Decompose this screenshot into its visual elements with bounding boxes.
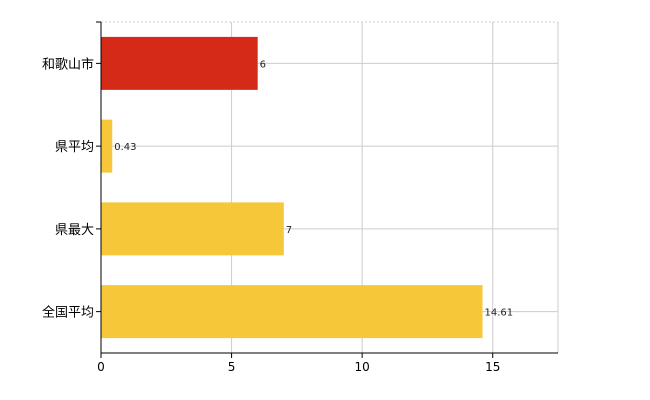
category-label: 県最大 — [55, 223, 94, 238]
axes — [96, 21, 558, 358]
x-tick-label: 0 — [97, 360, 105, 374]
data-label: 6 — [260, 59, 266, 70]
data-label: 14.61 — [485, 308, 514, 319]
category-label: 全国平均 — [42, 305, 94, 321]
x-tick-label: 15 — [485, 360, 500, 374]
bars — [101, 36, 483, 339]
bar-2 — [101, 119, 113, 173]
data-label: 7 — [286, 225, 292, 236]
bar-3 — [101, 202, 284, 256]
data-label: 0.43 — [114, 142, 136, 153]
category-label: 県平均 — [55, 140, 94, 155]
bar-1 — [101, 36, 258, 90]
category-label: 和歌山市 — [42, 56, 94, 72]
x-tick-label: 5 — [228, 360, 236, 374]
bar-4 — [101, 285, 483, 339]
x-tick-label: 10 — [355, 360, 370, 374]
